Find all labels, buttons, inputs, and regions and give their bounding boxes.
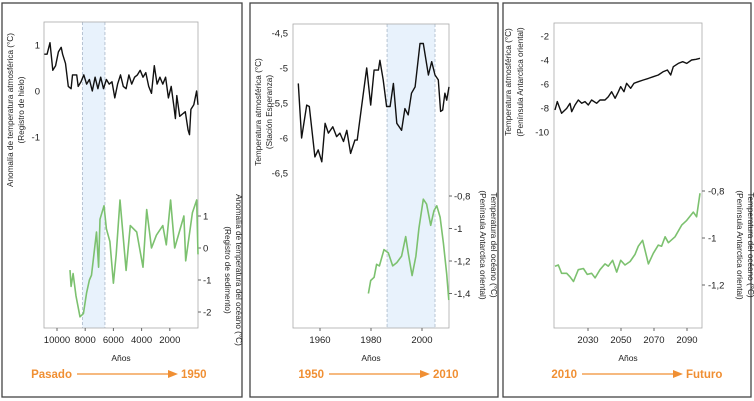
arrow-head-icon: [168, 370, 178, 378]
plot-area: [553, 22, 703, 329]
right-axis-title: (Registro de sedimento): [223, 226, 232, 314]
x-tick-label: 10000: [44, 335, 70, 346]
x-tick-label: 2070: [643, 335, 664, 346]
era-end-label: 1950: [181, 369, 207, 381]
panel-3: 2030 2050 2070 2090 Años -2 -4 -6 -8 -10 Temperatu…: [502, 2, 754, 398]
right-axis-title: Temperatura del océano (°C): [746, 192, 754, 297]
left-tick-label: -2: [541, 32, 549, 43]
era-end-label: Futuro: [686, 369, 722, 381]
left-tick-label: -6: [541, 80, 549, 91]
air-temperature-line: [44, 42, 199, 136]
right-axis-title: Temperatura del océano (°C): [489, 192, 498, 297]
x-tick-label: 6000: [103, 335, 124, 346]
ocean-temperature-line: [554, 193, 701, 283]
panel-2: 1960 1980 2000 Años -4,5 -5 -5,5 -6 -6,5 Temperat…: [249, 2, 499, 398]
x-axis-label: Años: [111, 353, 130, 363]
panel-frame: [502, 2, 752, 398]
right-tick-label: -0,8: [454, 192, 470, 203]
left-tick-label: -5: [280, 64, 288, 75]
x-tick-label: 2030: [577, 335, 598, 346]
x-tick-label: 1980: [360, 335, 381, 346]
panel-frame: [1, 2, 243, 398]
x-tick-label: 2050: [610, 335, 631, 346]
x-tick-label: 8000: [75, 335, 96, 346]
ocean-temperature-line: [367, 198, 450, 301]
left-tick-label: -8: [541, 104, 549, 115]
plot-area: [43, 21, 199, 329]
left-tick-label: -1: [32, 133, 40, 144]
x-tick-label: 1960: [309, 335, 330, 346]
right-tick-label: -1,2: [454, 257, 470, 268]
left-tick-label: -4,5: [272, 29, 288, 40]
left-tick-label: -6,5: [272, 169, 288, 180]
x-tick-label: 2000: [411, 335, 432, 346]
right-tick-label: 0: [203, 244, 208, 255]
left-axis-title: (Stación Esperanza): [265, 75, 274, 149]
left-axis-title: (Registro de hielo): [17, 76, 26, 143]
ocean-temperature-line: [69, 199, 199, 318]
x-axis-label: Años: [361, 353, 380, 363]
left-tick-label: -5,5: [272, 99, 288, 110]
era-start-label: 2010: [551, 369, 577, 381]
shaded-period: [82, 22, 105, 328]
right-tick-label: -0,8: [708, 187, 724, 198]
left-tick-label: -4: [541, 56, 549, 67]
left-tick-label: 0: [35, 87, 40, 98]
left-axis-title: (Península Antarctica oriental): [516, 27, 525, 136]
right-tick-label: -1: [454, 224, 462, 235]
era-start-label: Pasado: [31, 369, 72, 381]
left-axis-title: Temperatura atmosférica (°C): [254, 58, 263, 166]
right-tick-label: 1: [203, 212, 208, 223]
panel-1: 10000 8000 6000 4000 2000 Años 1 0 -1 Anomalía de…: [1, 2, 243, 398]
x-tick-label: 2000: [159, 335, 180, 346]
right-tick-label: -1,4: [454, 289, 470, 300]
right-tick-label: -1,2: [708, 281, 724, 292]
arrow-head-icon: [673, 370, 683, 378]
era-start-label: 1950: [298, 369, 324, 381]
right-axis-title: Anomalía de temperatura del océano (°C): [234, 194, 243, 346]
x-axis-label: Años: [618, 353, 637, 363]
left-axis-title: Temperatura atmosférica (°C): [504, 28, 513, 136]
left-axis-title: Anomalía de temperatura atmosférica (°C): [6, 33, 15, 187]
left-tick-label: -10: [535, 128, 549, 139]
left-tick-label: -6: [280, 134, 288, 145]
x-tick-label: 4000: [131, 335, 152, 346]
arrow-head-icon: [420, 370, 430, 378]
right-axis-title: (Península Antarctica oriental): [735, 190, 744, 299]
right-axis-title: (Península Antarctica oriental): [478, 190, 487, 299]
air-temperature-line: [554, 57, 701, 115]
left-tick-label: 1: [35, 41, 40, 52]
x-tick-label: 2090: [676, 335, 697, 346]
right-tick-label: -2: [203, 308, 211, 319]
shaded-period: [387, 24, 436, 328]
air-temperature-line: [297, 42, 450, 163]
right-tick-label: -1: [203, 276, 211, 287]
panel-frame: [249, 2, 499, 398]
right-tick-label: -1: [708, 234, 716, 245]
era-end-label: 2010: [433, 369, 459, 381]
